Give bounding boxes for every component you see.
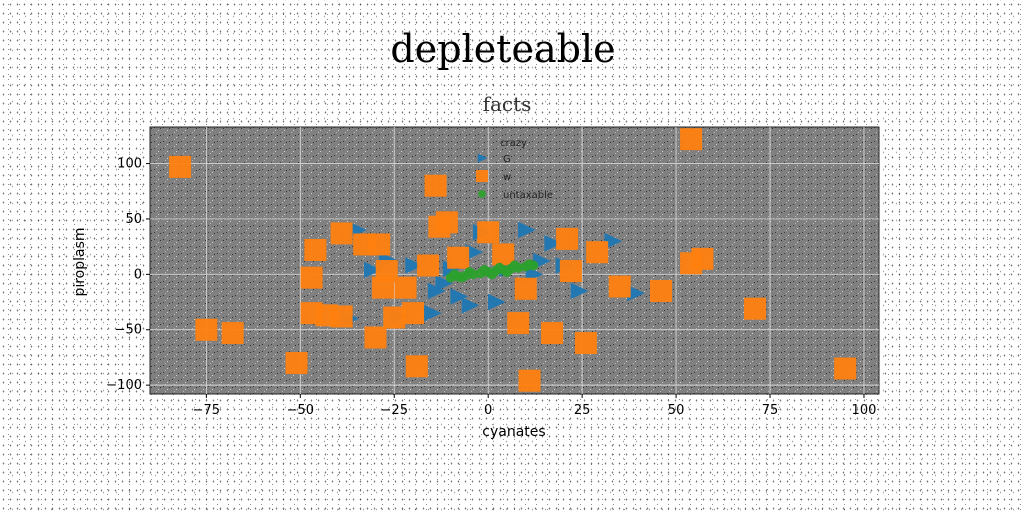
point-w — [435, 211, 458, 234]
point-G — [461, 297, 480, 314]
y-tick-label: 0 — [134, 267, 142, 282]
point-G — [427, 282, 446, 300]
point-w — [559, 260, 582, 283]
point-w — [364, 326, 387, 349]
x-tick-label: 0 — [484, 403, 492, 418]
x-tick-label: −25 — [381, 403, 408, 418]
y-axis-label: piroplasm — [72, 227, 88, 296]
point-untaxable — [509, 260, 520, 271]
point-G — [465, 243, 484, 261]
y-tick-label: −100 — [106, 378, 142, 393]
legend-label-G: G — [503, 154, 511, 165]
point-w — [477, 221, 500, 244]
point-w — [368, 233, 391, 256]
point-w — [447, 246, 470, 269]
legend: crazy G w untaxable — [476, 138, 553, 201]
point-w — [221, 322, 244, 345]
point-G — [364, 261, 382, 279]
point-w — [556, 227, 579, 250]
x-axis-label: cyanates — [482, 424, 545, 440]
point-w — [514, 277, 537, 300]
point-w — [330, 222, 353, 245]
point-w — [371, 276, 394, 299]
point-untaxable — [487, 269, 497, 280]
point-G — [435, 274, 454, 292]
legend-label-untaxable: untaxable — [503, 190, 553, 201]
x-tick-label: −75 — [193, 403, 220, 418]
point-G — [627, 284, 645, 302]
point-w — [680, 128, 703, 151]
point-w — [383, 306, 406, 329]
x-axis-ticks: −75 −50 −25 0 25 50 75 100 — [193, 394, 877, 418]
point-G — [518, 221, 536, 239]
point-w — [507, 312, 530, 335]
point-w — [691, 247, 714, 270]
point-w — [541, 322, 564, 345]
x-tick-label: 25 — [574, 403, 591, 418]
point-G — [604, 232, 623, 250]
point-w — [304, 238, 327, 261]
point-untaxable — [502, 267, 512, 278]
point-w — [743, 297, 766, 320]
point-w — [492, 243, 515, 266]
y-tick-label: 50 — [125, 212, 142, 227]
series-untaxable — [445, 259, 539, 283]
point-w — [285, 351, 308, 374]
point-w — [402, 302, 425, 325]
point-w — [518, 369, 541, 392]
x-tick-label: −50 — [287, 403, 314, 418]
point-w — [375, 260, 398, 283]
y-tick-label: −50 — [115, 323, 142, 338]
point-w — [394, 276, 417, 299]
point-G — [488, 293, 506, 311]
series-w — [169, 128, 857, 392]
point-w — [574, 332, 597, 355]
point-w — [300, 266, 323, 289]
point-G — [424, 304, 442, 322]
plot-area — [149, 126, 880, 395]
point-untaxable — [494, 262, 505, 273]
point-G — [405, 257, 423, 274]
x-tick-label: 100 — [852, 403, 877, 418]
point-w — [586, 241, 609, 264]
point-w — [417, 254, 440, 277]
data-marks — [169, 128, 857, 392]
point-untaxable — [456, 272, 467, 283]
point-w — [330, 305, 353, 328]
legend-marker-G — [477, 153, 488, 163]
point-untaxable — [524, 259, 535, 270]
legend-label-w: w — [503, 172, 511, 183]
point-w — [424, 174, 447, 197]
point-G — [450, 288, 469, 305]
point-untaxable — [479, 264, 490, 275]
x-tick-label: 50 — [668, 403, 685, 418]
y-axis-ticks: −100 −50 0 50 100 — [106, 157, 150, 393]
point-w — [650, 279, 673, 302]
point-G — [570, 282, 589, 300]
point-w — [195, 318, 218, 341]
y-tick-label: 100 — [117, 157, 142, 172]
point-G — [544, 235, 562, 252]
chart-subtitle: facts — [483, 92, 532, 116]
legend-marker-untaxable — [478, 190, 486, 198]
point-untaxable — [464, 267, 475, 278]
point-w — [608, 275, 631, 298]
legend-title: crazy — [500, 138, 527, 149]
point-w — [169, 155, 192, 178]
x-tick-label: 75 — [762, 403, 779, 418]
point-w — [834, 357, 857, 380]
point-w — [405, 355, 428, 378]
legend-marker-w — [476, 170, 488, 182]
chart-title: depleteable — [390, 27, 615, 71]
point-untaxable — [449, 269, 460, 280]
